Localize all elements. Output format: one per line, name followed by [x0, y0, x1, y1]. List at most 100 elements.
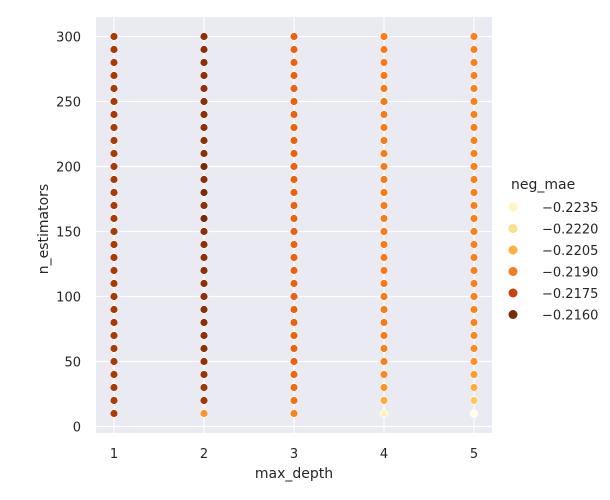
data-point — [109, 409, 119, 418]
data-point — [469, 188, 479, 197]
data-point — [289, 32, 299, 41]
data-point — [379, 188, 389, 197]
data-point — [289, 71, 299, 80]
data-point — [289, 279, 299, 288]
data-point — [109, 97, 119, 106]
data-point — [469, 84, 479, 93]
data-point — [199, 318, 209, 327]
data-point — [469, 149, 479, 158]
data-point — [379, 409, 389, 418]
data-point — [469, 292, 479, 301]
y-tick-label: 50 — [64, 356, 81, 371]
data-point — [109, 162, 119, 171]
data-point — [379, 292, 389, 301]
data-point — [109, 240, 119, 249]
data-point — [379, 253, 389, 262]
data-point — [379, 162, 389, 171]
data-point — [289, 331, 299, 340]
data-point — [379, 383, 389, 392]
data-point — [379, 344, 389, 353]
x-axis-ticks: 1 2 3 4 5 — [110, 447, 478, 462]
data-point — [109, 370, 119, 379]
data-point — [289, 175, 299, 184]
data-point — [379, 45, 389, 54]
legend-marker — [508, 224, 518, 233]
legend-label: −0.2175 — [542, 287, 598, 302]
data-point — [379, 123, 389, 132]
data-point — [379, 214, 389, 223]
data-point — [109, 136, 119, 145]
data-point — [469, 97, 479, 106]
data-point — [289, 396, 299, 405]
data-point — [289, 318, 299, 327]
data-point — [379, 84, 389, 93]
x-tick-label: 1 — [110, 447, 118, 462]
data-point — [289, 383, 299, 392]
data-point — [199, 110, 209, 119]
data-point — [469, 279, 479, 288]
data-point — [469, 123, 479, 132]
data-point — [289, 162, 299, 171]
y-tick-label: 250 — [56, 96, 81, 111]
data-point — [469, 344, 479, 353]
data-point — [289, 188, 299, 197]
y-tick-label: 150 — [56, 226, 81, 241]
data-point — [109, 344, 119, 353]
data-point — [379, 396, 389, 405]
data-point — [109, 305, 119, 314]
data-point — [109, 266, 119, 275]
data-point — [199, 292, 209, 301]
data-point — [469, 266, 479, 275]
data-point — [289, 227, 299, 236]
data-point — [469, 357, 479, 366]
data-point — [469, 370, 479, 379]
data-point — [289, 305, 299, 314]
data-point — [109, 279, 119, 288]
data-point — [109, 383, 119, 392]
data-point — [199, 227, 209, 236]
data-point — [109, 188, 119, 197]
data-point — [289, 45, 299, 54]
data-point — [469, 45, 479, 54]
x-tick-label: 4 — [380, 447, 388, 462]
data-point — [199, 331, 209, 340]
y-tick-label: 100 — [56, 291, 81, 306]
data-point — [469, 331, 479, 340]
legend-label: −0.2235 — [542, 201, 598, 216]
data-point — [379, 305, 389, 314]
data-point — [469, 396, 479, 405]
data-point — [469, 162, 479, 171]
data-point — [469, 136, 479, 145]
data-point — [469, 409, 479, 418]
data-point — [199, 71, 209, 80]
data-point — [109, 175, 119, 184]
data-point — [469, 383, 479, 392]
x-axis-label: max_depth — [255, 466, 333, 482]
data-point — [469, 253, 479, 262]
data-point — [289, 97, 299, 106]
data-point — [469, 318, 479, 327]
data-point — [469, 110, 479, 119]
data-point — [109, 149, 119, 158]
data-point — [109, 71, 119, 80]
data-point — [109, 201, 119, 210]
legend-marker — [508, 245, 518, 255]
data-point — [199, 84, 209, 93]
data-point — [199, 266, 209, 275]
y-axis-label: n_estimators — [36, 184, 52, 274]
data-point — [199, 97, 209, 106]
data-point — [199, 175, 209, 184]
data-point — [379, 227, 389, 236]
data-point — [379, 201, 389, 210]
data-point — [379, 110, 389, 119]
data-point — [199, 162, 209, 171]
x-tick-label: 2 — [200, 447, 208, 462]
data-point — [109, 227, 119, 236]
data-point — [379, 97, 389, 106]
legend: neg_mae −0.2235 −0.2220 −0.2205 −0.2190 −0.2… — [508, 177, 598, 324]
data-point — [109, 110, 119, 119]
data-point — [469, 32, 479, 41]
data-point — [289, 344, 299, 353]
data-point — [199, 136, 209, 145]
